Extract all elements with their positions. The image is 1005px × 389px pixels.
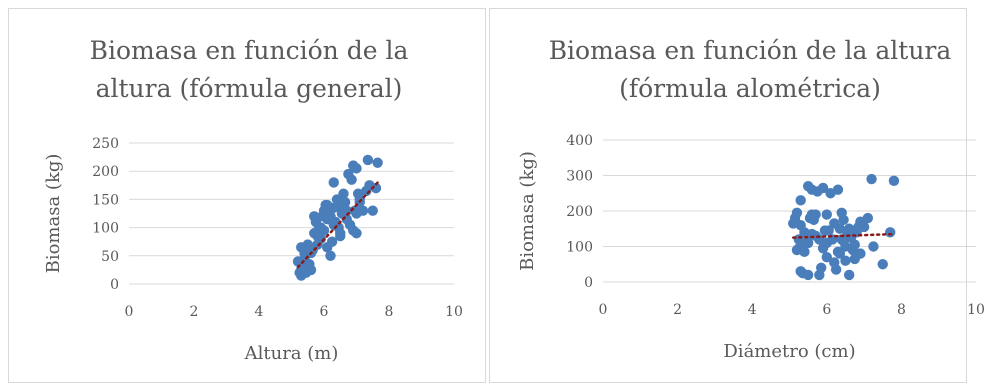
chart-panel-biomasa-altura: Biomasa en función de la altura (fórmula … [8,8,486,383]
x-tick-label: 6 [320,304,329,320]
chart-title-line-2: altura (fórmula general) [96,74,403,103]
data-point [866,173,877,185]
x-tick-label: 4 [255,304,264,320]
data-point [834,248,846,259]
x-tick-label: 4 [748,302,757,318]
data-point [885,227,896,238]
data-point [821,209,832,220]
data-point [362,154,374,166]
x-tick-label: 2 [190,304,199,320]
y-tick-label: 250 [92,136,119,152]
data-point [795,266,806,277]
x-tick-label: 2 [673,302,682,318]
data-point [802,237,814,249]
data-point [339,197,351,208]
data-point [326,236,338,247]
data-point [309,211,320,222]
x-tick-label: 8 [385,304,394,320]
data-point [843,269,855,281]
y-tick-label: 100 [566,240,593,256]
data-point [795,195,806,206]
data-point [325,250,336,261]
data-point [868,241,879,252]
data-point [855,248,866,259]
x-tick-label: 10 [967,302,985,318]
data-point [849,239,860,250]
data-point [351,228,362,239]
data-point [862,212,874,224]
data-point [302,261,313,273]
y-tick-label: 150 [92,192,119,208]
y-axis-title: Biomasa (kg) [517,151,538,271]
data-point [312,239,323,250]
x-axis-title: Altura (m) [244,343,339,364]
data-point [829,218,840,229]
data-point [322,199,333,211]
data-point [838,214,849,226]
data-point [338,188,349,199]
x-tick-label: 0 [125,304,134,320]
chart-svg-biomasa-diametro: Biomasa en función de la altura (fórmula … [517,36,985,362]
data-point [328,177,339,188]
y-tick-label: 0 [584,275,593,291]
x-tick-label: 0 [599,302,608,318]
x-tick-label: 10 [445,304,463,320]
data-point [367,205,378,216]
y-tick-label: 300 [566,169,593,185]
data-point [840,255,851,266]
data-point [335,230,346,242]
data-point [830,264,842,275]
data-point [357,205,369,216]
y-tick-label: 200 [566,204,593,220]
data-point [806,209,818,220]
data-point [299,247,310,259]
data-point [354,194,365,205]
data-point [877,259,888,270]
data-point [315,222,326,233]
chart-title-line-1: Biomasa en función de la altura [549,36,952,65]
data-point [793,243,805,254]
y-tick-label: 200 [92,164,119,180]
data-point [325,211,336,222]
chart-title-line-1: Biomasa en función de la [90,36,409,65]
data-point [821,251,832,263]
x-tick-label: 8 [897,302,906,318]
y-axis-title: Biomasa (kg) [43,154,64,274]
data-point [810,230,821,242]
y-tick-label: 0 [110,277,119,293]
data-point [858,221,870,233]
data-point [791,207,803,218]
data-point [814,269,825,281]
x-axis-title: Diámetro (cm) [723,341,855,362]
data-point [372,157,383,168]
data-point [351,163,362,174]
data-point [823,225,834,236]
chart-title-line-2: (fórmula alométrica) [619,74,881,103]
chart-panel-biomasa-diametro: Biomasa en función de la altura (fórmula … [489,8,985,383]
y-tick-label: 100 [92,221,119,237]
y-tick-label: 50 [101,249,119,265]
data-point [838,235,849,247]
data-point [888,175,900,187]
trendline [296,179,381,269]
data-point [296,270,307,281]
data-point [817,182,829,194]
x-tick-label: 6 [822,302,831,318]
trendline [791,232,896,239]
chart-svg-biomasa-altura: Biomasa en función de la altura (fórmula … [43,36,463,364]
data-point [346,174,357,185]
data-point [832,184,844,195]
y-tick-label: 400 [566,133,593,149]
